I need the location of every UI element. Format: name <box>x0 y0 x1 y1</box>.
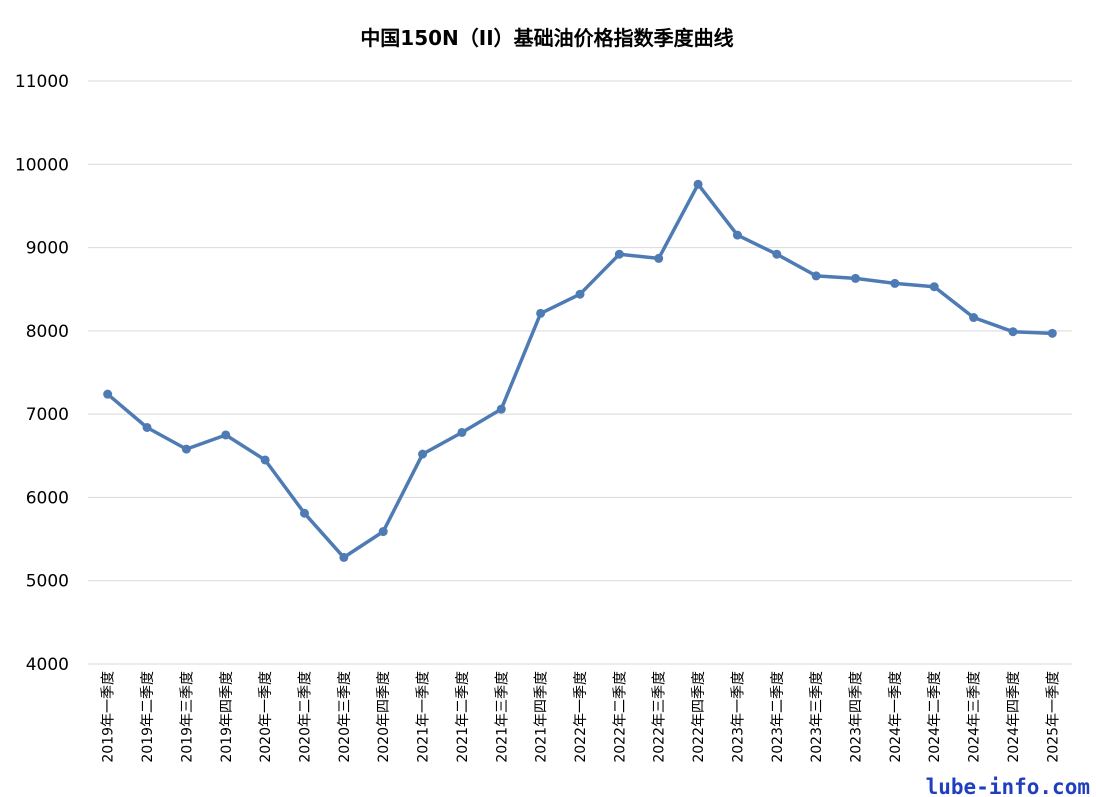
y-tick-label: 8000 <box>26 322 69 342</box>
data-point <box>772 249 782 259</box>
data-point <box>181 444 191 454</box>
data-point <box>339 552 349 562</box>
data-point <box>969 313 979 323</box>
data-point <box>811 271 821 281</box>
x-tick-label: 2022年一季度 <box>573 671 589 763</box>
x-tick-label: 2024年一季度 <box>888 671 904 763</box>
y-tick-label: 6000 <box>26 488 69 508</box>
gridlines <box>88 80 1072 665</box>
x-tick-label: 2019年二季度 <box>140 671 156 763</box>
x-tick-label: 2020年二季度 <box>297 671 313 763</box>
data-point <box>575 289 585 299</box>
y-tick-label: 4000 <box>26 655 69 675</box>
x-tick-label: 2024年二季度 <box>927 671 943 763</box>
x-tick-label: 2021年三季度 <box>494 671 510 763</box>
data-point <box>1047 328 1057 338</box>
y-tick-label: 11000 <box>15 72 69 92</box>
x-tick-label: 2024年四季度 <box>1006 671 1022 763</box>
data-point <box>418 449 428 459</box>
y-axis-ticks: 4000 5000 6000 7000 8000 9000 10000 11000 <box>15 72 69 675</box>
y-tick-label: 5000 <box>26 572 69 592</box>
data-point <box>654 253 664 263</box>
x-tick-label: 2022年三季度 <box>652 671 668 763</box>
x-tick-label: 2025年一季度 <box>1045 671 1061 763</box>
data-point <box>457 427 467 437</box>
data-point <box>221 430 231 440</box>
x-tick-label: 2019年三季度 <box>179 671 195 763</box>
x-tick-label: 2020年四季度 <box>376 671 392 763</box>
data-point <box>536 308 546 318</box>
plot-area <box>103 179 1057 562</box>
x-tick-label: 2024年三季度 <box>967 671 983 763</box>
x-tick-label: 2021年四季度 <box>534 671 550 763</box>
y-tick-label: 9000 <box>26 239 69 259</box>
x-axis-ticks: 2019年一季度 2019年二季度 2019年三季度 2019年四季度 2020年一季度… <box>101 671 1062 763</box>
data-point <box>732 230 742 240</box>
x-tick-label: 2022年四季度 <box>691 671 707 763</box>
x-tick-label: 2019年一季度 <box>101 671 117 763</box>
data-point <box>142 422 152 432</box>
data-point <box>851 273 861 283</box>
y-tick-label: 10000 <box>15 155 69 175</box>
watermark: lube-info.com <box>926 775 1090 797</box>
data-point <box>929 282 939 292</box>
x-tick-label: 2023年三季度 <box>809 671 825 763</box>
data-point <box>378 527 388 537</box>
x-tick-label: 2020年三季度 <box>337 671 353 763</box>
x-tick-label: 2022年二季度 <box>612 671 628 763</box>
data-point <box>260 455 270 465</box>
series-line <box>106 182 1053 560</box>
data-point <box>890 278 900 288</box>
x-tick-label: 2023年一季度 <box>730 671 746 763</box>
x-tick-label: 2023年四季度 <box>849 671 865 763</box>
data-point <box>693 179 703 189</box>
data-point <box>614 249 624 259</box>
data-point <box>299 508 309 518</box>
x-tick-label: 2021年一季度 <box>416 671 432 763</box>
y-tick-label: 7000 <box>26 405 69 425</box>
data-point <box>1008 327 1018 337</box>
x-tick-label: 2020年一季度 <box>258 671 274 763</box>
x-tick-label: 2021年二季度 <box>455 671 471 763</box>
x-tick-label: 2019年四季度 <box>219 671 235 763</box>
data-point <box>496 404 506 414</box>
chart-title: 中国150N（II）基础油价格指数季度曲线 <box>360 26 733 50</box>
data-point <box>103 389 113 399</box>
x-tick-label: 2023年二季度 <box>770 671 786 763</box>
